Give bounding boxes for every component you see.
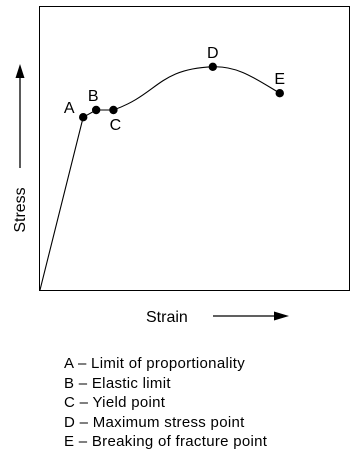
legend: A – Limit of proportionality B – Elastic…	[64, 354, 267, 452]
stress-strain-curve	[39, 66, 281, 291]
legend-item-c: C – Yield point	[64, 394, 166, 411]
point-e	[275, 89, 284, 98]
plot-frame	[39, 6, 350, 291]
legend-item-e: E – Breaking of fracture point	[64, 433, 268, 450]
point-label-a: A	[64, 100, 75, 117]
point-label-b: B	[88, 88, 99, 105]
point-label-d: D	[207, 45, 219, 62]
legend-item-a: A – Limit of proportionality	[64, 355, 245, 372]
legend-item-d: D – Maximum stress point	[64, 413, 245, 431]
legend-item-b: B – Elastic limit	[64, 374, 171, 392]
point-a	[79, 113, 88, 122]
point-label-e: E	[274, 71, 285, 88]
y-axis-arrow-head	[15, 64, 25, 78]
x-axis-arrow-head	[274, 311, 289, 321]
point-c	[109, 105, 118, 115]
point-label-c: C	[110, 117, 122, 134]
curve-points: ABC D E	[64, 45, 285, 134]
y-axis-label: Stress	[12, 187, 29, 232]
point-b	[91, 105, 101, 115]
point-d	[208, 62, 217, 71]
x-axis-label: Strain	[146, 309, 188, 326]
